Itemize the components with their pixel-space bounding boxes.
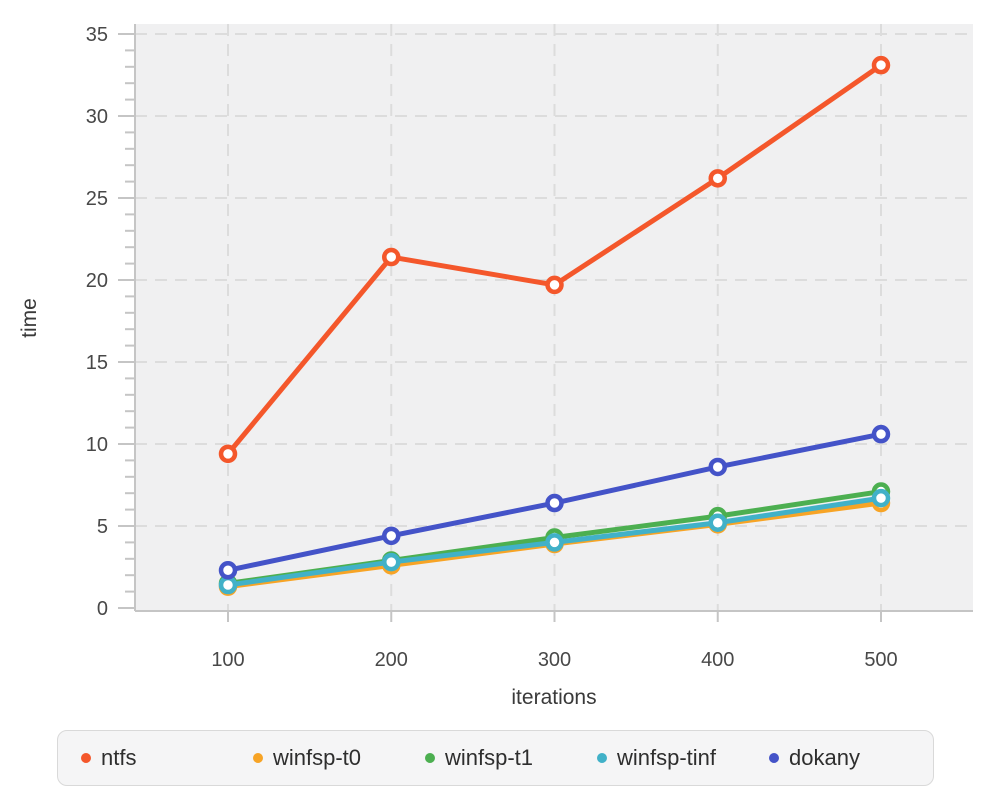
legend-label: winfsp-t1 <box>445 745 534 770</box>
legend-marker-winfsp-t1-icon <box>425 753 435 763</box>
data-point-ntfs-200[interactable] <box>382 247 401 267</box>
legend-label: ntfs <box>101 745 137 770</box>
legend: ntfs winfsp-t0 winfsp-t1 winfsp-tinf dokany <box>57 730 934 786</box>
legend-label: winfsp-tinf <box>617 745 717 770</box>
y-tick-label: 10 <box>86 434 108 456</box>
data-point-dokany-100[interactable] <box>218 561 238 580</box>
data-point-winfsp-tinf-400[interactable] <box>708 513 727 532</box>
data-point-dokany-500[interactable] <box>871 424 891 444</box>
x-tick-label: 100 <box>211 649 244 671</box>
data-point-winfsp-tinf-500[interactable] <box>871 488 891 508</box>
legend-item-winfsp-tinf[interactable]: winfsp-tinf <box>597 747 769 769</box>
data-point-winfsp-tinf-300[interactable] <box>545 533 564 552</box>
x-tick-label: 300 <box>538 649 571 671</box>
data-point-winfsp-tinf-100[interactable] <box>218 575 238 595</box>
y-tick-label: 30 <box>86 106 108 128</box>
y-tick-label: 20 <box>86 270 108 292</box>
data-point-ntfs-300[interactable] <box>545 275 564 295</box>
legend-label: winfsp-t0 <box>273 745 362 770</box>
legend-label: dokany <box>789 745 860 770</box>
data-point-winfsp-tinf-200[interactable] <box>382 552 401 572</box>
legend-item-ntfs[interactable]: ntfs <box>81 747 253 769</box>
y-tick-label: 35 <box>86 24 108 46</box>
data-point-dokany-300[interactable] <box>545 493 564 513</box>
data-point-ntfs-400[interactable] <box>708 169 727 188</box>
data-point-dokany-200[interactable] <box>382 526 401 546</box>
x-tick-label: 500 <box>864 649 897 671</box>
legend-item-winfsp-t1[interactable]: winfsp-t1 <box>425 747 597 769</box>
x-tick-label: 400 <box>701 649 734 671</box>
x-tick-label: 200 <box>375 649 408 671</box>
legend-item-winfsp-t0[interactable]: winfsp-t0 <box>253 747 425 769</box>
y-tick-label: 15 <box>86 352 108 374</box>
y-tick-label: 25 <box>86 188 108 210</box>
legend-item-dokany[interactable]: dokany <box>769 747 860 769</box>
legend-marker-dokany-icon <box>769 753 779 763</box>
legend-marker-ntfs-icon <box>81 753 91 763</box>
data-point-ntfs-500[interactable] <box>871 55 891 75</box>
y-tick-label: 5 <box>97 516 108 538</box>
data-point-ntfs-100[interactable] <box>218 444 238 464</box>
y-tick-label: 0 <box>97 598 108 620</box>
x-axis-title: iterations <box>511 686 597 709</box>
legend-marker-winfsp-tinf-icon <box>597 753 607 763</box>
legend-marker-winfsp-t0-icon <box>253 753 263 763</box>
y-axis-title: time <box>18 298 41 338</box>
data-point-dokany-400[interactable] <box>708 457 727 477</box>
